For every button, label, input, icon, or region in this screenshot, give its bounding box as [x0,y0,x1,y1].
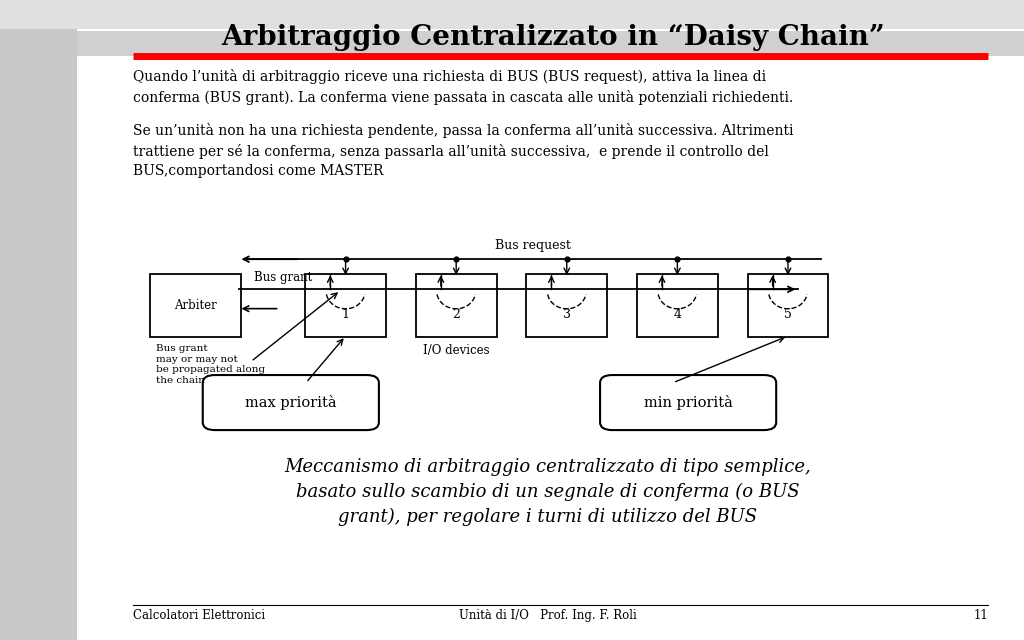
FancyBboxPatch shape [0,0,1024,29]
Text: Arbitraggio Centralizzato in “Daisy Chain”: Arbitraggio Centralizzato in “Daisy Chai… [221,24,885,51]
Text: 3: 3 [563,308,570,321]
Text: 2: 2 [453,308,460,321]
Text: Se un’unità non ha una richiesta pendente, passa la conferma all’unità successiv: Se un’unità non ha una richiesta pendent… [133,123,794,179]
Text: min priorità: min priorità [644,395,732,410]
FancyBboxPatch shape [150,274,241,337]
Text: Unità di I/O   Prof. Ing. F. Roli: Unità di I/O Prof. Ing. F. Roli [459,609,637,622]
Text: Bus grant
may or may not
be propagated along
the chain: Bus grant may or may not be propagated a… [156,344,265,385]
FancyBboxPatch shape [526,274,607,337]
Text: Bus request: Bus request [495,239,570,252]
Text: 4: 4 [674,308,681,321]
FancyBboxPatch shape [748,274,828,337]
FancyBboxPatch shape [77,0,1024,640]
FancyBboxPatch shape [637,274,718,337]
Text: 1: 1 [342,308,349,321]
Text: Meccanismo di arbitraggio centralizzato di tipo semplice,
basato sullo scambio d: Meccanismo di arbitraggio centralizzato … [285,458,811,526]
Text: 5: 5 [784,308,792,321]
FancyBboxPatch shape [416,274,497,337]
FancyBboxPatch shape [600,375,776,430]
FancyBboxPatch shape [305,274,386,337]
Text: 11: 11 [974,609,988,622]
FancyBboxPatch shape [77,31,1024,56]
Text: Calcolatori Elettronici: Calcolatori Elettronici [133,609,265,622]
Text: Bus grant: Bus grant [254,271,312,284]
FancyBboxPatch shape [203,375,379,430]
Text: Arbiter: Arbiter [174,299,216,312]
Text: max priorità: max priorità [245,395,337,410]
Text: I/O devices: I/O devices [423,344,489,356]
Text: Quando l’unità di arbitraggio riceve una richiesta di BUS (BUS request), attiva : Quando l’unità di arbitraggio riceve una… [133,69,794,105]
